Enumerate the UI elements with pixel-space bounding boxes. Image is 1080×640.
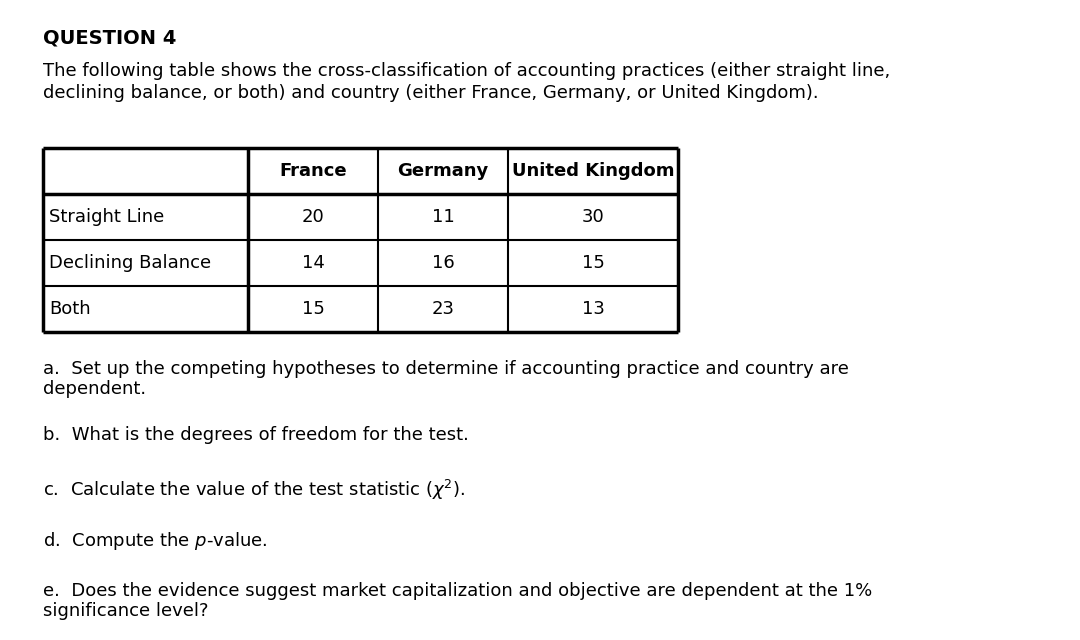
Text: Declining Balance: Declining Balance — [49, 254, 211, 272]
Text: 15: 15 — [581, 254, 605, 272]
Text: Straight Line: Straight Line — [49, 208, 164, 226]
Text: United Kingdom: United Kingdom — [512, 162, 674, 180]
Text: dependent.: dependent. — [43, 380, 146, 398]
Text: 20: 20 — [301, 208, 324, 226]
Text: significance level?: significance level? — [43, 602, 208, 620]
Text: 30: 30 — [582, 208, 605, 226]
Text: c.  Calculate the value of the test statistic ($\chi^2$).: c. Calculate the value of the test stati… — [43, 478, 465, 502]
Text: a.  Set up the competing hypotheses to determine if accounting practice and coun: a. Set up the competing hypotheses to de… — [43, 360, 849, 378]
Text: 15: 15 — [301, 300, 324, 318]
Text: Both: Both — [49, 300, 91, 318]
Text: 14: 14 — [301, 254, 324, 272]
Text: declining balance, or both) and country (either France, Germany, or United Kingd: declining balance, or both) and country … — [43, 84, 819, 102]
Text: e.  Does the evidence suggest market capitalization and objective are dependent : e. Does the evidence suggest market capi… — [43, 582, 873, 600]
Text: France: France — [280, 162, 347, 180]
Text: Germany: Germany — [397, 162, 488, 180]
Text: 16: 16 — [432, 254, 455, 272]
Text: 13: 13 — [581, 300, 605, 318]
Text: QUESTION 4: QUESTION 4 — [43, 28, 176, 47]
Text: d.  Compute the $p$-value.: d. Compute the $p$-value. — [43, 530, 268, 552]
Text: The following table shows the cross-classification of accounting practices (eith: The following table shows the cross-clas… — [43, 62, 890, 80]
Text: b.  What is the degrees of freedom for the test.: b. What is the degrees of freedom for th… — [43, 426, 469, 444]
Text: 11: 11 — [432, 208, 455, 226]
Text: 23: 23 — [432, 300, 455, 318]
